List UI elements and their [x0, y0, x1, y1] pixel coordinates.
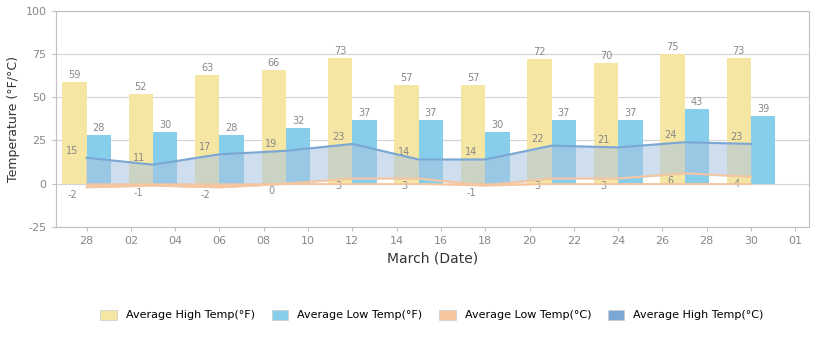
Text: 28: 28	[226, 123, 238, 133]
Bar	[62, 82, 86, 184]
Bar	[486, 132, 510, 184]
Text: 17: 17	[199, 142, 211, 152]
Text: 4: 4	[734, 179, 740, 189]
Text: 37: 37	[558, 108, 570, 118]
Text: 3: 3	[402, 181, 408, 191]
Text: 21: 21	[598, 135, 610, 145]
Bar	[219, 135, 244, 184]
Bar	[552, 120, 576, 184]
Text: 63: 63	[201, 63, 213, 73]
Text: 30: 30	[491, 120, 504, 130]
Text: 6: 6	[667, 176, 673, 186]
Bar	[660, 54, 685, 184]
Text: 3: 3	[334, 181, 341, 191]
Text: 52: 52	[134, 82, 147, 92]
Text: 73: 73	[733, 46, 745, 55]
Bar	[727, 58, 751, 184]
Text: 30: 30	[159, 120, 171, 130]
Text: -2: -2	[200, 190, 210, 200]
Text: 73: 73	[334, 46, 346, 55]
Text: 72: 72	[533, 47, 546, 57]
Text: 3: 3	[601, 181, 607, 191]
Bar	[618, 120, 642, 184]
Bar	[419, 120, 443, 184]
Bar	[353, 120, 377, 184]
Text: 57: 57	[466, 73, 479, 83]
Legend: Average High Temp(°F), Average Low Temp(°F), Average Low Temp(°C), Average High : Average High Temp(°F), Average Low Temp(…	[96, 305, 768, 325]
Bar	[195, 75, 219, 184]
X-axis label: March (Date): March (Date)	[387, 251, 477, 265]
Bar	[129, 94, 153, 184]
Bar	[394, 85, 419, 184]
Text: 37: 37	[425, 108, 437, 118]
Bar	[153, 132, 178, 184]
Text: 66: 66	[267, 58, 280, 68]
Text: 3: 3	[535, 181, 540, 191]
Bar	[593, 63, 618, 184]
Text: 37: 37	[359, 108, 371, 118]
Text: 59: 59	[68, 70, 81, 80]
Text: 32: 32	[292, 116, 305, 126]
Bar	[261, 70, 286, 184]
Text: 14: 14	[398, 147, 411, 157]
Text: -1: -1	[466, 188, 476, 198]
Text: 15: 15	[66, 146, 78, 156]
Text: 0: 0	[268, 186, 275, 196]
Text: 70: 70	[600, 51, 613, 61]
Text: -1: -1	[134, 188, 144, 198]
Text: 39: 39	[757, 104, 769, 114]
Bar	[751, 116, 775, 184]
Y-axis label: Temperature (°F/°C): Temperature (°F/°C)	[7, 56, 20, 182]
Text: 14: 14	[465, 147, 477, 157]
Text: 43: 43	[691, 97, 703, 107]
Text: 24: 24	[664, 130, 676, 140]
Bar	[328, 58, 353, 184]
Text: 37: 37	[624, 108, 637, 118]
Text: 57: 57	[400, 73, 413, 83]
Text: 11: 11	[133, 152, 144, 163]
Bar	[86, 135, 111, 184]
Bar	[461, 85, 486, 184]
Bar	[527, 59, 552, 184]
Text: 28: 28	[92, 123, 105, 133]
Bar	[685, 109, 709, 184]
Text: 22: 22	[531, 134, 544, 144]
Text: 75: 75	[666, 42, 679, 52]
Text: 19: 19	[266, 139, 277, 149]
Bar	[286, 129, 310, 184]
Text: 23: 23	[332, 132, 344, 142]
Text: 23: 23	[730, 132, 743, 142]
Text: -2: -2	[67, 190, 77, 200]
